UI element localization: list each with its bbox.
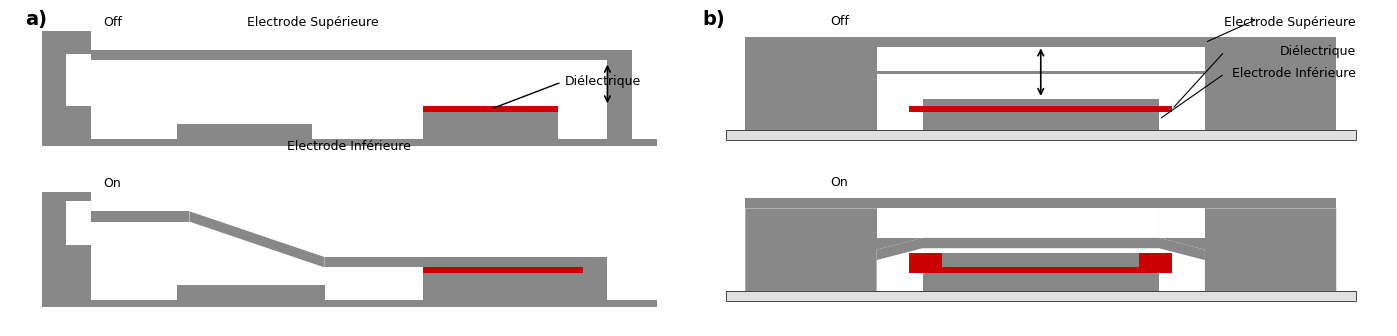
- Bar: [746, 37, 1336, 47]
- Bar: [725, 130, 1356, 140]
- Bar: [423, 112, 559, 139]
- Polygon shape: [190, 211, 324, 267]
- Bar: [583, 257, 608, 300]
- Bar: [608, 50, 631, 139]
- Bar: [1160, 208, 1204, 238]
- Bar: [725, 130, 1356, 140]
- Bar: [324, 287, 423, 300]
- Text: On: On: [103, 177, 122, 190]
- Text: Electrode Supérieure: Electrode Supérieure: [246, 16, 379, 29]
- Bar: [746, 198, 1336, 208]
- Bar: [725, 140, 1356, 158]
- Bar: [91, 50, 631, 60]
- Bar: [423, 267, 583, 274]
- Bar: [42, 192, 91, 307]
- Bar: [922, 99, 1160, 106]
- Bar: [423, 106, 559, 112]
- Text: Electrode Inférieure: Electrode Inférieure: [1232, 67, 1356, 80]
- Bar: [67, 201, 91, 245]
- Bar: [877, 47, 1204, 71]
- Bar: [91, 211, 190, 222]
- Bar: [909, 106, 1172, 112]
- Bar: [877, 71, 1204, 74]
- Bar: [42, 139, 657, 146]
- Text: a): a): [25, 10, 47, 29]
- Text: Off: Off: [103, 16, 123, 29]
- Bar: [909, 267, 1172, 274]
- Polygon shape: [1160, 208, 1336, 291]
- Bar: [725, 291, 1356, 301]
- Bar: [1204, 47, 1336, 130]
- Text: Diélectrique: Diélectrique: [493, 75, 641, 108]
- Bar: [423, 274, 583, 300]
- Text: Electrode Supérieure: Electrode Supérieure: [1224, 16, 1356, 29]
- Bar: [177, 124, 313, 139]
- Bar: [177, 285, 324, 300]
- Text: On: On: [831, 176, 848, 189]
- Bar: [42, 300, 657, 307]
- Text: b): b): [703, 10, 725, 29]
- Text: Electrode Inférieure: Electrode Inférieure: [288, 140, 411, 154]
- Polygon shape: [746, 208, 922, 291]
- Bar: [725, 291, 1356, 301]
- Bar: [922, 112, 1160, 130]
- Bar: [324, 257, 608, 267]
- Bar: [725, 301, 1356, 319]
- Polygon shape: [877, 238, 1204, 260]
- Bar: [942, 253, 1139, 267]
- Bar: [67, 54, 91, 106]
- Bar: [877, 208, 922, 238]
- Bar: [922, 274, 1160, 291]
- Text: Diélectrique: Diélectrique: [1280, 45, 1356, 58]
- Bar: [42, 31, 91, 146]
- Bar: [909, 253, 942, 274]
- Bar: [746, 47, 877, 130]
- Text: Off: Off: [831, 14, 849, 28]
- Bar: [1140, 253, 1172, 274]
